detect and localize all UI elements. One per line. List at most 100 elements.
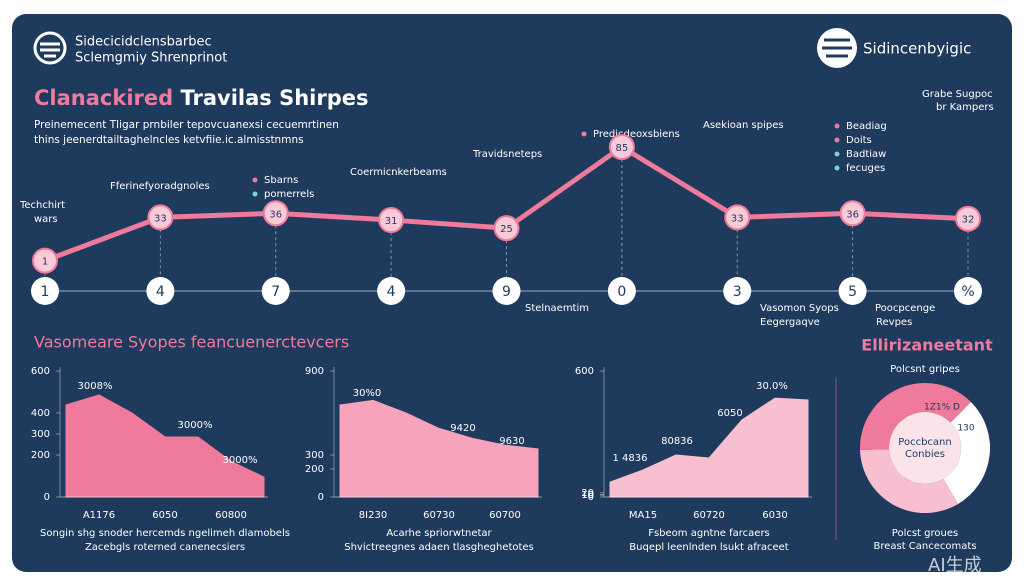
brand: Sidincenbyigic (863, 40, 971, 58)
pie-annotation: 1Z1% D (924, 403, 960, 413)
caption: Zacebgls roterned canenecsiers (85, 542, 245, 553)
subtitle: thins jeenerdtailtaghelncles ketvfiie.ic… (34, 134, 304, 146)
point (147, 204, 174, 231)
caption: Songin shg snoder hercemds ngelimeh dlam… (40, 528, 290, 539)
annotation: fecuges (846, 163, 885, 174)
data-label: 36 (269, 209, 282, 220)
title-pink: Clanackired (34, 86, 173, 110)
logo-text: Sidecicidclensbarbec (75, 35, 212, 50)
area (609, 397, 809, 498)
annotation: 30.0% (756, 381, 788, 392)
y-tick-label: 600 (31, 366, 50, 377)
y-tick-label: 10 (581, 490, 594, 501)
x-marker (954, 277, 982, 305)
area (339, 399, 539, 498)
x-tick-label: 60700 (489, 510, 521, 521)
annotation: 3008% (78, 381, 113, 392)
logo-text: Sclemgmiy Shrenprinot (75, 51, 227, 66)
point (262, 200, 289, 227)
data-label: 1 (42, 257, 48, 268)
annotation: Coermicnkerbeams (350, 167, 447, 178)
caption: Acarhe spriorwtnetar (386, 528, 492, 539)
x-marker (377, 277, 406, 305)
y-tick-label: 20 (581, 488, 594, 499)
section-title: Vasomeare Syopes feancuenerctevcers (34, 333, 349, 352)
annotation: pomerrels (264, 189, 314, 200)
y-tick-label: 10 (581, 490, 594, 501)
annotation: 3000% (223, 455, 258, 466)
annotation: 80836 (661, 436, 693, 447)
annotation: Poocpcenge (875, 303, 935, 314)
annotation: Predicdeoxsbiens (593, 129, 680, 140)
data-label: 33 (154, 213, 167, 224)
side-title: Ellirizaneetant (861, 336, 993, 355)
x-marker (261, 277, 290, 305)
x-marker (607, 277, 636, 305)
annotation: 30%0 (353, 388, 382, 399)
x-tick-label: 3 (733, 284, 742, 300)
y-tick-label: 200 (31, 450, 50, 461)
data-label: 25 (500, 224, 513, 235)
annotation: 3000% (178, 420, 213, 431)
x-tick-label: 9 (502, 284, 511, 300)
annotation: Badtiaw (846, 149, 886, 160)
annotation: Sbarns (264, 175, 298, 186)
y-tick-label: 0 (588, 492, 594, 503)
annotation: br Kampers (936, 102, 994, 113)
x-marker (838, 277, 867, 305)
caption: Fsbeom agntne farcaers (648, 528, 770, 539)
data-label: 33 (731, 213, 744, 224)
annotation: Travidsneteps (472, 149, 542, 160)
area (65, 394, 265, 498)
annotation: Eegergaqve (760, 317, 820, 328)
y-tick-label: 900 (305, 366, 324, 377)
x-tick-label: 1 (41, 284, 50, 300)
pie-center (889, 412, 961, 484)
x-tick-label: 60720 (693, 510, 725, 521)
annotation: Fferinefyoradgnoles (110, 181, 210, 192)
y-tick-label: 0 (318, 492, 324, 503)
x-tick-label: 6050 (152, 510, 177, 521)
annotation: 6050 (717, 408, 742, 419)
x-tick-label: 60800 (215, 510, 247, 521)
x-tick-label: 6030 (762, 510, 787, 521)
caption: Polcst groues (892, 528, 958, 539)
point (839, 200, 866, 227)
x-marker (492, 277, 521, 305)
point (493, 215, 520, 242)
point (608, 134, 635, 160)
point (724, 204, 751, 231)
legend-dot (834, 151, 840, 157)
pie-slice (943, 402, 990, 504)
x-tick-label: 4 (156, 284, 165, 300)
annotation: Revpes (876, 317, 912, 328)
annotation: Grabe Sugpoc (922, 89, 993, 100)
y-tick-label: 600 (575, 366, 594, 377)
legend-dot (581, 131, 587, 137)
annotation: Beadiag (846, 121, 887, 132)
annotation: 9630 (499, 436, 524, 447)
x-tick-label: 0 (617, 284, 626, 300)
x-tick-label: A1176 (83, 510, 115, 521)
watermark: AI生成 (928, 555, 982, 576)
x-tick-label: % (961, 284, 974, 300)
data-label: 32 (962, 215, 975, 226)
annotation: 1 4836 (613, 453, 648, 464)
y-tick-label: 400 (31, 408, 50, 419)
y-tick-label: 300 (305, 450, 324, 461)
legend-dot (834, 165, 840, 171)
pie-slice (860, 449, 959, 514)
center-label: Poccbcann (898, 437, 951, 448)
title-white: Travilas Shirpes (180, 86, 368, 110)
point (955, 205, 981, 232)
pie-slice (860, 383, 971, 451)
brand-icon (817, 28, 857, 68)
caption: Breast Cancecomats (873, 541, 976, 552)
annotation: Techchirt (19, 200, 65, 211)
annotation: Doits (846, 135, 872, 146)
y-tick-label: 0 (44, 492, 50, 503)
x-tick-label: 8I230 (359, 510, 387, 521)
x-marker (723, 277, 752, 305)
legend-dot (834, 123, 840, 129)
legend-dot (252, 177, 258, 183)
